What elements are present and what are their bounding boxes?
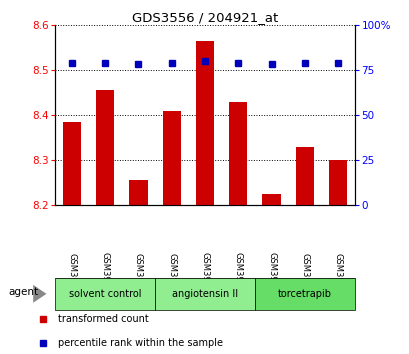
Bar [295, 147, 313, 205]
Text: GSM399575: GSM399575 [167, 252, 176, 303]
Bar [129, 181, 147, 205]
Text: GSM399579: GSM399579 [299, 252, 308, 303]
Bar [229, 102, 247, 205]
Bar [162, 110, 180, 205]
Bar [96, 90, 114, 205]
Bar [262, 194, 280, 205]
Text: GSM399577: GSM399577 [233, 252, 242, 303]
Text: GDS3556 / 204921_at: GDS3556 / 204921_at [132, 11, 277, 24]
Bar [254, 278, 354, 310]
Bar [63, 122, 81, 205]
Text: agent: agent [8, 287, 38, 297]
Polygon shape [33, 285, 46, 303]
Bar [155, 278, 254, 310]
Text: GSM399578: GSM399578 [266, 252, 275, 303]
Bar [328, 160, 346, 205]
Text: GSM399580: GSM399580 [333, 252, 342, 303]
Text: GSM399574: GSM399574 [134, 252, 143, 303]
Text: percentile rank within the sample: percentile rank within the sample [58, 338, 223, 348]
Text: GSM399572: GSM399572 [67, 252, 76, 303]
Text: angiotensin II: angiotensin II [171, 289, 238, 299]
Bar [196, 41, 213, 205]
Text: solvent control: solvent control [69, 289, 141, 299]
Text: transformed count: transformed count [58, 314, 148, 325]
Text: torcetrapib: torcetrapib [277, 289, 331, 299]
Bar [55, 278, 155, 310]
Text: GSM399576: GSM399576 [200, 252, 209, 303]
Text: GSM399573: GSM399573 [101, 252, 110, 303]
